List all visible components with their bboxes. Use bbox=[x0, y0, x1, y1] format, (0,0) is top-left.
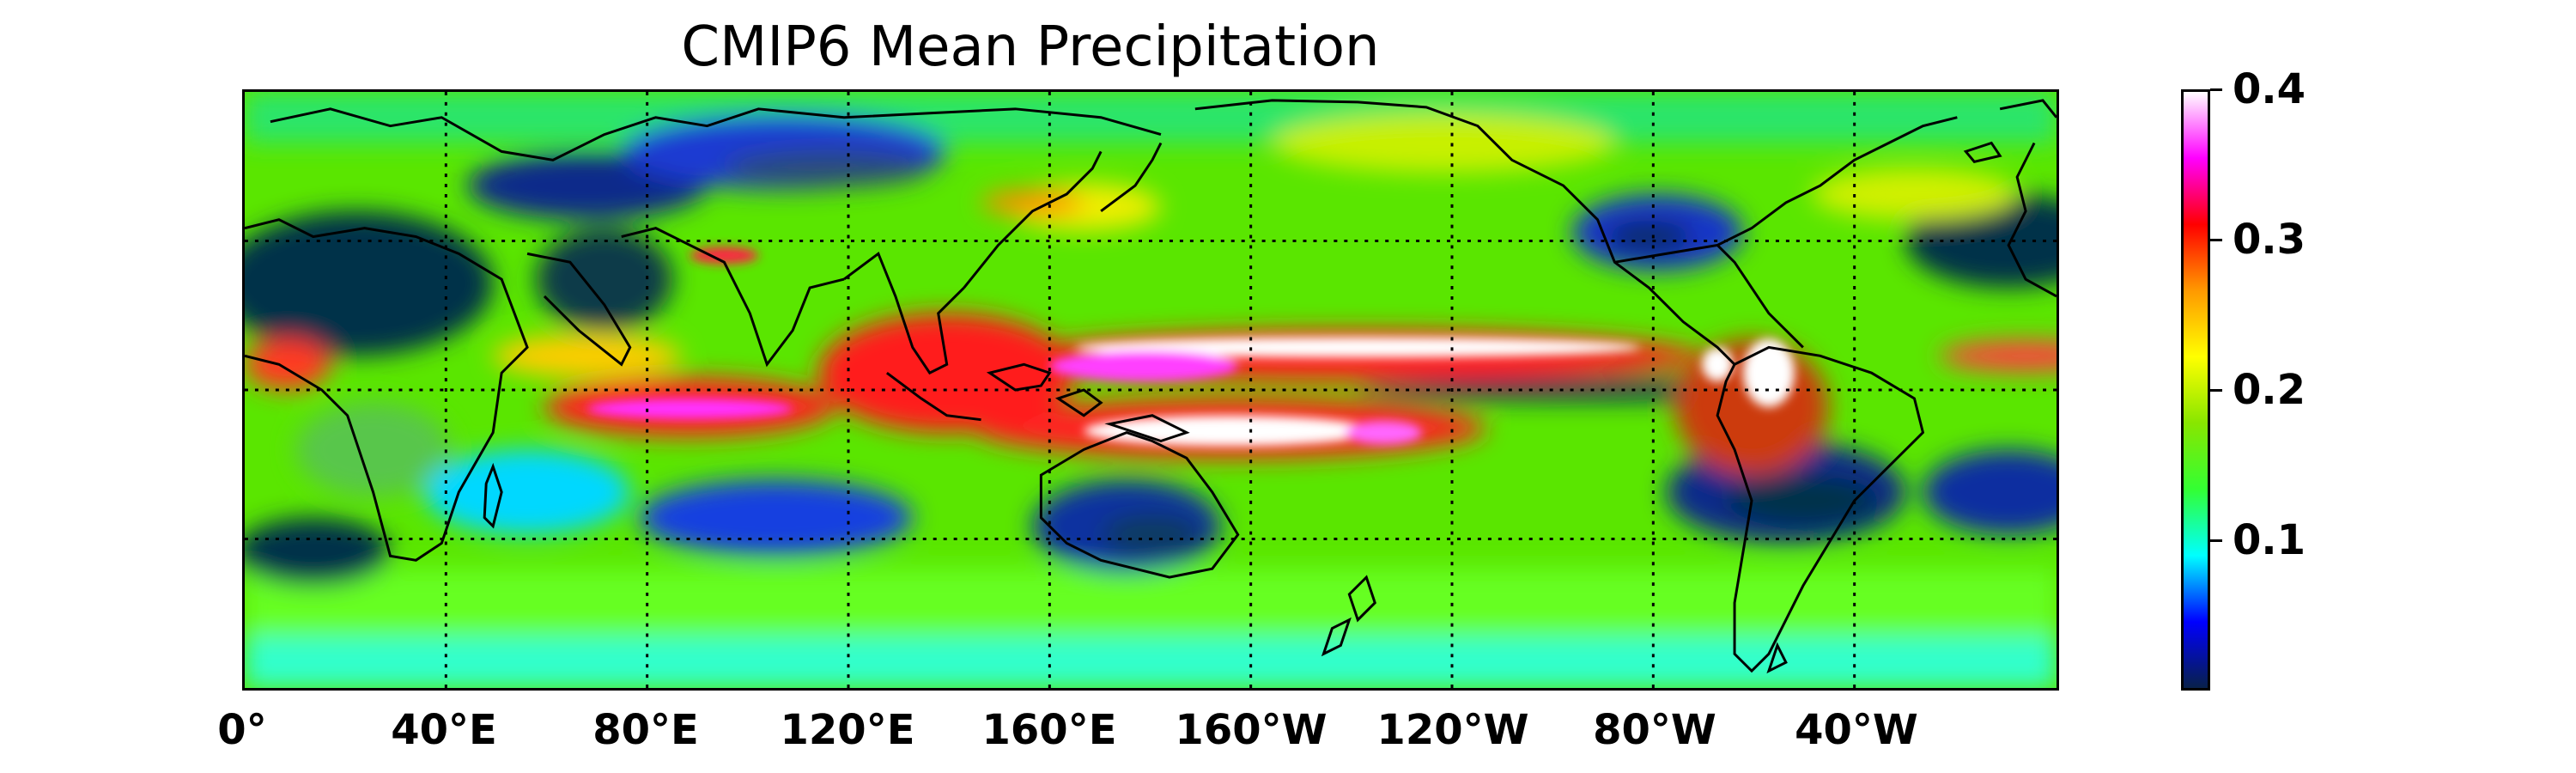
map-canvas bbox=[245, 92, 2057, 688]
colorbar bbox=[2181, 89, 2210, 691]
x-tick-label: 120°W bbox=[1376, 706, 1529, 754]
gridlines bbox=[245, 92, 2057, 688]
map-title: CMIP6 Mean Precipitation bbox=[681, 15, 1380, 79]
coastlines bbox=[245, 99, 2057, 674]
x-tick-label: 160°E bbox=[981, 706, 1117, 754]
colorbar-tick-mark bbox=[2210, 238, 2222, 241]
colorbar-tick-label: 0.1 bbox=[2233, 516, 2306, 564]
colorbar-tick-mark bbox=[2210, 88, 2222, 91]
x-tick-label: 80°E bbox=[592, 706, 699, 754]
x-tick-label: 40°W bbox=[1795, 706, 1918, 754]
x-tick-label: 0° bbox=[217, 706, 267, 754]
precipitation-map bbox=[242, 89, 2059, 691]
colorbar-tick-mark bbox=[2210, 388, 2222, 392]
colorbar-tick-label: 0.2 bbox=[2233, 366, 2306, 414]
colorbar-tick-label: 0.4 bbox=[2233, 65, 2306, 113]
x-tick-label: 80°W bbox=[1593, 706, 1716, 754]
colorbar-tick-label: 0.3 bbox=[2233, 216, 2306, 264]
colorbar-tick-mark bbox=[2210, 539, 2222, 542]
x-tick-label: 120°E bbox=[780, 706, 915, 754]
x-tick-label: 160°W bbox=[1175, 706, 1327, 754]
x-tick-label: 40°E bbox=[391, 706, 497, 754]
